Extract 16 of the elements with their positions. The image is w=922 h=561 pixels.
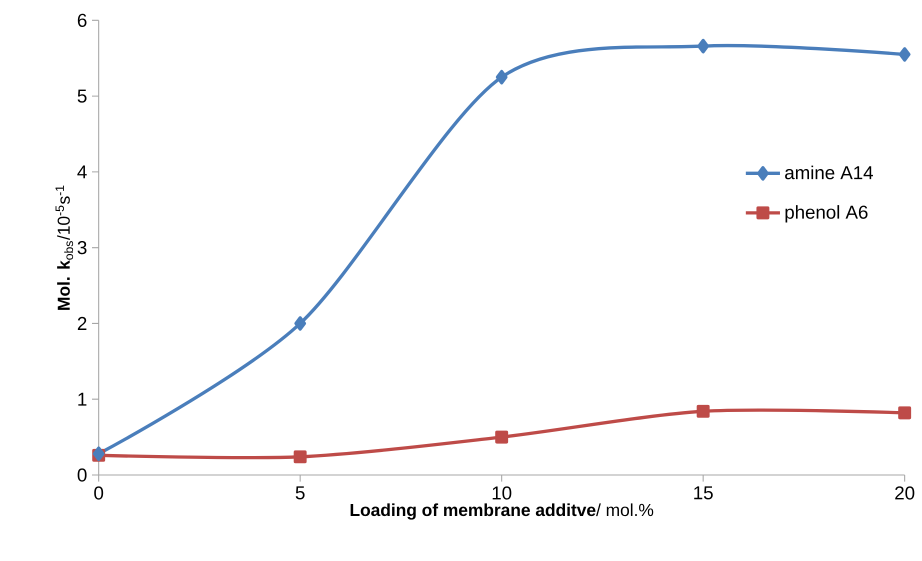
x-tick-label: 20 [895, 486, 914, 500]
y-tick-label: 1 [78, 392, 86, 406]
y-tick-label: 6 [78, 14, 86, 27]
legend-label: phenol A6 [786, 205, 868, 222]
y-tick-label: 3 [78, 241, 86, 254]
y-tick-label: 0 [78, 468, 87, 482]
x-tick-label: 0 [94, 486, 104, 500]
x-tick-label: 10 [492, 486, 512, 500]
legend-label: amine A14 [785, 166, 873, 180]
x-tick-label: 15 [694, 486, 713, 500]
x-axis-title: Loading of membrane additve/ mol.% [350, 503, 654, 520]
y-axis-title: Mol. k$_{obs}$/10$^{-5}$s$^{-1}$ [56, 186, 74, 310]
y-tick-label: 2 [78, 316, 86, 330]
y-tick-label: 5 [78, 90, 87, 103]
y-tick-label: 4 [77, 165, 87, 178]
x-tick-label: 5 [296, 486, 305, 500]
